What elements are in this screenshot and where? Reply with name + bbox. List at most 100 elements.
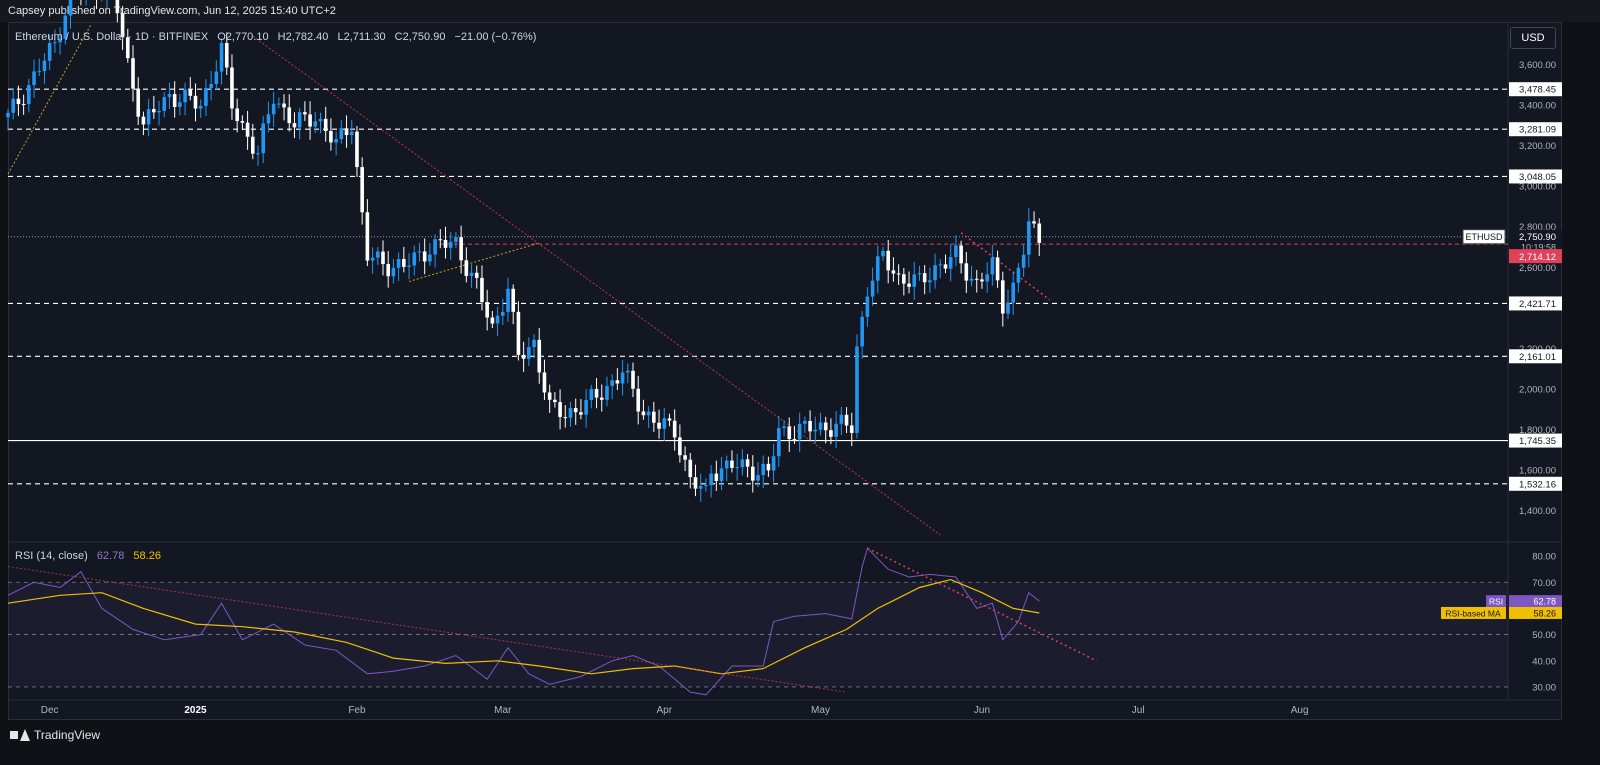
candle-body[interactable]	[297, 112, 302, 128]
candle-body[interactable]	[761, 463, 766, 476]
candle-body[interactable]	[219, 42, 224, 72]
candle-body[interactable]	[292, 123, 297, 128]
candle-body[interactable]	[506, 288, 510, 312]
local-trendline[interactable]	[960, 232, 1051, 301]
candle-body[interactable]	[881, 250, 885, 257]
candle-body[interactable]	[787, 426, 792, 440]
candle-body[interactable]	[652, 411, 656, 423]
candle-body[interactable]	[974, 278, 979, 280]
candle-body[interactable]	[21, 104, 26, 106]
candle-body[interactable]	[902, 274, 906, 284]
candle-body[interactable]	[370, 257, 375, 261]
candle-body[interactable]	[636, 388, 641, 412]
candle-body[interactable]	[438, 239, 443, 241]
candle-body[interactable]	[287, 107, 292, 124]
candle-body[interactable]	[256, 153, 260, 155]
candle-body[interactable]	[131, 58, 135, 89]
candle-body[interactable]	[136, 88, 141, 117]
candle-body[interactable]	[480, 277, 484, 303]
candle-body[interactable]	[1016, 267, 1021, 283]
candle-body[interactable]	[969, 278, 974, 281]
candle-body[interactable]	[964, 263, 969, 281]
candle-body[interactable]	[198, 105, 203, 109]
candle-body[interactable]	[542, 372, 547, 393]
tradingview-logo[interactable]: TradingView	[10, 728, 100, 742]
candle-body[interactable]	[698, 486, 703, 489]
candle-body[interactable]	[750, 466, 755, 481]
candle-body[interactable]	[813, 429, 818, 432]
candle-body[interactable]	[329, 130, 333, 143]
candle-body[interactable]	[792, 439, 797, 441]
candle-body[interactable]	[464, 260, 469, 276]
candle-body[interactable]	[53, 42, 57, 44]
candle-body[interactable]	[355, 131, 359, 168]
candle-body[interactable]	[396, 259, 401, 268]
candle-body[interactable]	[995, 257, 1000, 281]
candle-body[interactable]	[141, 116, 146, 125]
candle-body[interactable]	[625, 370, 630, 373]
candle-body[interactable]	[943, 264, 948, 269]
rising-trendline[interactable]	[7, 23, 92, 175]
candle-body[interactable]	[771, 456, 776, 471]
candle-body[interactable]	[860, 316, 864, 347]
candle-body[interactable]	[855, 346, 859, 433]
candle-body[interactable]	[521, 354, 526, 359]
candle-body[interactable]	[224, 42, 229, 68]
candle-body[interactable]	[870, 280, 875, 297]
candle-body[interactable]	[990, 257, 995, 275]
candle-body[interactable]	[704, 485, 708, 487]
candle-body[interactable]	[334, 139, 338, 143]
candle-body[interactable]	[360, 167, 364, 213]
candle-body[interactable]	[308, 114, 312, 127]
candle-body[interactable]	[277, 103, 281, 105]
candle-body[interactable]	[563, 417, 568, 419]
candle-body[interactable]	[172, 94, 177, 107]
candle-body[interactable]	[422, 251, 427, 262]
candle-body[interactable]	[11, 98, 16, 113]
candle-body[interactable]	[428, 254, 432, 262]
candle-body[interactable]	[120, 13, 125, 38]
candle-body[interactable]	[375, 251, 380, 258]
candle-body[interactable]	[1032, 221, 1036, 224]
candle-body[interactable]	[818, 422, 823, 430]
candle-body[interactable]	[839, 414, 844, 424]
candle-body[interactable]	[271, 103, 276, 115]
candle-body[interactable]	[433, 239, 437, 255]
candle-body[interactable]	[589, 388, 594, 400]
candle-body[interactable]	[678, 437, 682, 456]
candle-body[interactable]	[803, 420, 807, 424]
descending-trendline[interactable]	[252, 35, 941, 536]
candle-body[interactable]	[547, 392, 552, 400]
candle-body[interactable]	[115, 0, 120, 14]
candle-body[interactable]	[928, 280, 932, 283]
candle-body[interactable]	[412, 252, 417, 266]
candle-body[interactable]	[980, 279, 984, 282]
candle-body[interactable]	[162, 97, 167, 111]
candle-body[interactable]	[58, 38, 62, 43]
candle-body[interactable]	[193, 95, 198, 109]
candle-body[interactable]	[495, 315, 500, 324]
candle-body[interactable]	[407, 265, 411, 267]
candle-body[interactable]	[782, 426, 786, 429]
candle-body[interactable]	[1021, 254, 1026, 268]
candle-body[interactable]	[511, 288, 516, 312]
candle-body[interactable]	[282, 103, 286, 108]
candle-body[interactable]	[532, 339, 536, 348]
candle-body[interactable]	[938, 264, 943, 266]
candle-body[interactable]	[365, 212, 370, 261]
candle-body[interactable]	[912, 274, 917, 287]
candle-body[interactable]	[125, 37, 130, 59]
candle-body[interactable]	[672, 420, 677, 438]
candle-body[interactable]	[693, 477, 698, 489]
candle-body[interactable]	[339, 128, 344, 140]
candle-body[interactable]	[667, 418, 672, 421]
candle-body[interactable]	[152, 109, 156, 113]
candle-body[interactable]	[709, 473, 713, 486]
candle-body[interactable]	[235, 108, 239, 122]
candle-body[interactable]	[573, 408, 578, 413]
rsi-title[interactable]: RSI (14, close)	[15, 550, 88, 562]
candle-body[interactable]	[313, 121, 318, 127]
candle-body[interactable]	[344, 128, 349, 136]
candle-body[interactable]	[443, 239, 448, 248]
